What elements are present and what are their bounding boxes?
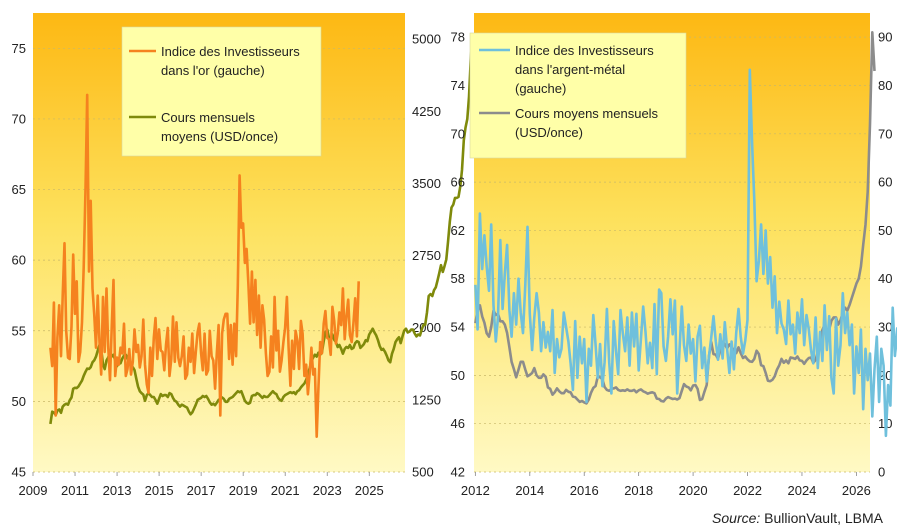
left-x-tick-label: 2017 <box>187 483 216 498</box>
left-x-tick-label: 2013 <box>103 483 132 498</box>
silver-legend-box <box>469 32 687 159</box>
right-right-tick-label: 0 <box>878 465 885 480</box>
right-left-tick-label: 70 <box>451 126 465 141</box>
left-left-tick-label: 75 <box>12 41 26 56</box>
silver-x-axis-ticks: 2012 2014 2016 2018 2020 2022 2024 2026 <box>461 472 871 498</box>
right-right-tick-label: 80 <box>878 78 892 93</box>
right-x-tick-label: 2020 <box>679 483 708 498</box>
left-left-tick-label: 55 <box>12 323 26 338</box>
silver-legend-price-label-2: (USD/once) <box>515 125 583 140</box>
left-x-tick-label: 2023 <box>313 483 342 498</box>
right-x-tick-label: 2026 <box>842 483 871 498</box>
right-x-tick-label: 2018 <box>624 483 653 498</box>
right-left-tick-label: 58 <box>451 271 465 286</box>
right-right-tick-label: 40 <box>878 271 892 286</box>
silver-index-series-line <box>474 68 897 438</box>
right-left-tick-label: 62 <box>451 223 465 238</box>
right-right-tick-label: 50 <box>878 223 892 238</box>
silver-legend-index-label-1: Indice des Investisseurs <box>515 43 654 58</box>
gold-left-axis-ticks: 45 50 55 60 65 70 75 <box>12 41 26 480</box>
left-left-tick-label: 70 <box>12 111 26 126</box>
left-right-tick-label: 500 <box>412 465 434 480</box>
left-x-tick-label: 2021 <box>271 483 300 498</box>
left-x-tick-label: 2015 <box>145 483 174 498</box>
left-x-tick-label: 2025 <box>355 483 384 498</box>
right-right-tick-label: 70 <box>878 126 892 141</box>
left-right-tick-label: 1250 <box>412 392 441 407</box>
right-right-tick-label: 30 <box>878 320 892 335</box>
gold-right-axis-ticks: 500 1250 2000 2750 3500 4250 5000 <box>412 32 441 480</box>
left-right-tick-label: 3500 <box>412 176 441 191</box>
right-x-tick-label: 2014 <box>515 483 544 498</box>
left-right-tick-label: 4250 <box>412 104 441 119</box>
gold-legend-box <box>121 26 322 157</box>
left-left-tick-label: 65 <box>12 182 26 197</box>
right-x-tick-label: 2012 <box>461 483 490 498</box>
right-left-tick-label: 74 <box>451 78 465 93</box>
gold-index-series-line <box>49 93 360 438</box>
left-right-tick-label: 2750 <box>412 248 441 263</box>
gold-legend-price-label-1: Cours mensuels <box>161 110 255 125</box>
silver-left-axis-ticks: 42 46 50 54 58 62 66 70 74 78 <box>451 30 465 480</box>
source-label: Source: <box>712 510 761 526</box>
right-x-tick-label: 2016 <box>570 483 599 498</box>
left-left-tick-label: 50 <box>12 394 26 409</box>
silver-legend: Indice des Investisseurs dans l'argent-m… <box>469 32 687 159</box>
right-left-tick-label: 66 <box>451 175 465 190</box>
gold-legend-price-label-2: moyens (USD/once) <box>161 129 278 144</box>
gold-legend-index-label-1: Indice des Investisseurs <box>161 44 300 59</box>
right-x-tick-label: 2022 <box>733 483 762 498</box>
source-text: BullionVault, LBMA <box>760 510 883 526</box>
right-left-tick-label: 54 <box>451 320 465 335</box>
left-left-tick-label: 60 <box>12 253 26 268</box>
right-left-tick-label: 50 <box>451 368 465 383</box>
gold-legend: Indice des Investisseurs dans l'or (gauc… <box>121 26 322 157</box>
left-right-tick-label: 2000 <box>412 320 441 335</box>
left-right-tick-label: 5000 <box>412 32 441 47</box>
gold-price-series-line <box>49 34 474 425</box>
right-right-tick-label: 90 <box>878 30 892 45</box>
right-left-tick-label: 46 <box>451 416 465 431</box>
source-note: Source: BullionVault, LBMA <box>712 510 883 526</box>
silver-legend-index-label-2: dans l'argent-métal <box>515 62 625 77</box>
right-left-tick-label: 42 <box>451 465 465 480</box>
silver-price-series-line <box>474 30 876 405</box>
right-right-tick-label: 60 <box>878 175 892 190</box>
left-left-tick-label: 45 <box>12 465 26 480</box>
left-x-tick-label: 2011 <box>61 483 89 498</box>
right-x-tick-label: 2024 <box>787 483 816 498</box>
silver-legend-index-label-3: (gauche) <box>515 81 566 96</box>
gold-legend-index-label-2: dans l'or (gauche) <box>161 63 265 78</box>
left-x-tick-label: 2009 <box>19 483 48 498</box>
gold-x-axis-ticks: 2009 2011 2013 2015 2017 2019 2021 2023 2025 <box>19 472 384 498</box>
right-left-tick-label: 78 <box>451 30 465 45</box>
left-x-tick-label: 2019 <box>229 483 258 498</box>
silver-legend-price-label-1: Cours moyens mensuels <box>515 106 659 121</box>
